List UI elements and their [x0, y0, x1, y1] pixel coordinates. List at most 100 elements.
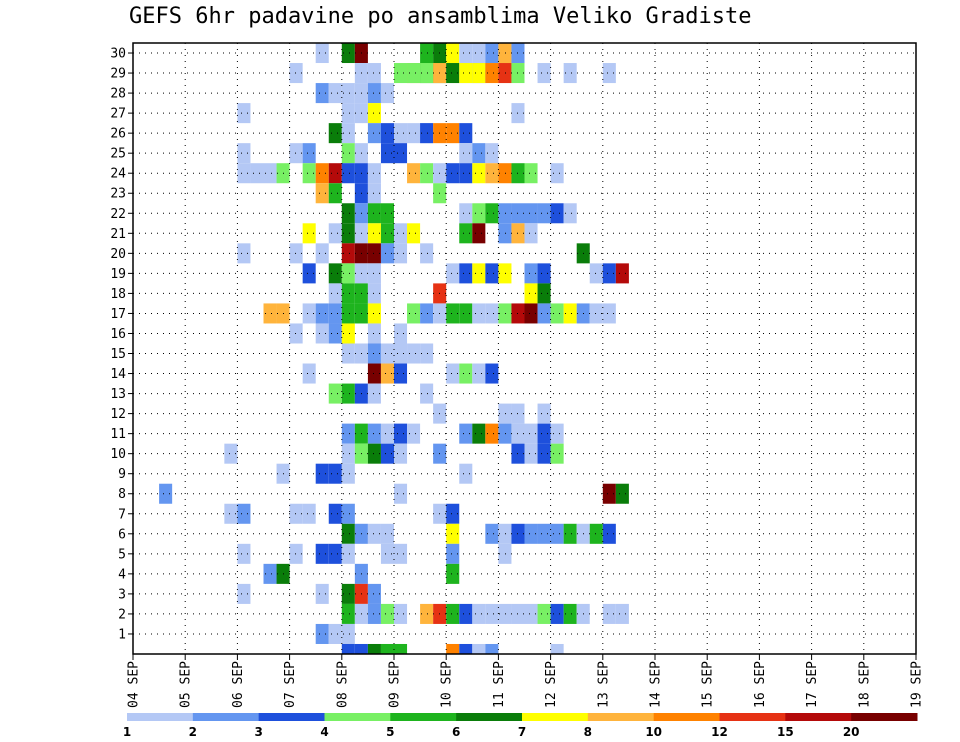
y-tick-label: 24: [110, 167, 126, 182]
heatmap-cell: [302, 303, 316, 324]
heatmap-cell: [237, 163, 251, 184]
heatmap-cell: [341, 343, 355, 364]
y-tick-label: 9: [118, 467, 126, 482]
heatmap-cell: [498, 163, 512, 184]
y-tick-label: 26: [110, 127, 126, 142]
heatmap-cell: [367, 443, 381, 464]
heatmap-cell: [537, 603, 551, 624]
heatmap-cell: [328, 503, 342, 524]
heatmap-cell: [367, 283, 381, 304]
heatmap-cell: [315, 583, 329, 604]
legend-label: 7: [518, 725, 526, 739]
heatmap-cell: [550, 423, 564, 444]
heatmap-cell: [367, 223, 381, 244]
heatmap-cell: [315, 183, 329, 204]
heatmap-cell: [446, 503, 460, 524]
heatmap-cell: [315, 243, 329, 264]
y-tick-label: 12: [110, 407, 126, 422]
heatmap-cell: [459, 363, 473, 384]
heatmap-cell: [498, 523, 512, 544]
heatmap-cell: [524, 263, 538, 284]
heatmap-cell: [367, 243, 381, 264]
heatmap-cell: [341, 283, 355, 304]
heatmap-cell: [537, 63, 551, 84]
heatmap-cell: [537, 423, 551, 444]
heatmap-cell: [524, 523, 538, 544]
heatmap-cell: [341, 523, 355, 544]
heatmap-cell: [315, 463, 329, 484]
heatmap-cell: [472, 203, 486, 224]
heatmap-cell: [394, 363, 408, 384]
y-tick-label: 8: [118, 487, 126, 502]
heatmap-cell: [446, 563, 460, 584]
heatmap-cell: [380, 343, 394, 364]
x-tick-label: 04 SEP: [127, 661, 142, 708]
heatmap-cell: [394, 323, 408, 344]
heatmap-cell: [367, 603, 381, 624]
heatmap-cell: [420, 343, 434, 364]
heatmap-cell: [537, 403, 551, 424]
heatmap-cell: [341, 223, 355, 244]
heatmap-cell: [407, 343, 421, 364]
heatmap-cell: [446, 123, 460, 144]
heatmap-cell: [498, 203, 512, 224]
heatmap-cell: [380, 423, 394, 444]
heatmap-cell: [237, 583, 251, 604]
heatmap-cell: [407, 163, 421, 184]
heatmap-cell: [341, 203, 355, 224]
heatmap-cell: [341, 263, 355, 284]
x-tick-label: 08 SEP: [335, 661, 350, 708]
heatmap-cell: [420, 43, 434, 64]
heatmap-cell: [550, 303, 564, 324]
heatmap-cell: [524, 223, 538, 244]
y-tick-label: 13: [110, 387, 126, 402]
legend-swatch: [785, 713, 852, 721]
heatmap-cell: [341, 463, 355, 484]
legend-swatch: [258, 713, 325, 721]
heatmap-cell: [602, 303, 616, 324]
y-tick-label: 1: [118, 627, 126, 642]
y-tick-label: 27: [110, 107, 126, 122]
heatmap-cell: [341, 123, 355, 144]
heatmap-cell: [315, 163, 329, 184]
heatmap-cell: [237, 143, 251, 164]
legend-swatch: [192, 713, 260, 721]
heatmap-cell: [420, 163, 434, 184]
heatmap-cell: [589, 523, 603, 544]
heatmap-cell: [289, 543, 303, 564]
heatmap-cell: [367, 123, 381, 144]
heatmap-cells: [159, 43, 629, 654]
y-tick-label: 23: [110, 187, 126, 202]
heatmap-cell: [380, 603, 394, 624]
heatmap-cell: [498, 303, 512, 324]
heatmap-cell: [341, 583, 355, 604]
heatmap-cell: [420, 603, 434, 624]
heatmap-cell: [498, 423, 512, 444]
x-tick-label: 15 SEP: [701, 661, 716, 708]
heatmap-cell: [367, 323, 381, 344]
heatmap-cell: [602, 263, 616, 284]
heatmap-cell: [472, 423, 486, 444]
heatmap-cell: [472, 263, 486, 284]
heatmap-cell: [380, 543, 394, 564]
heatmap-cell: [472, 163, 486, 184]
heatmap-cell: [563, 63, 577, 84]
y-tick-label: 16: [110, 327, 126, 342]
heatmap-cell: [459, 63, 473, 84]
heatmap-cell: [250, 163, 264, 184]
heatmap-cell: [394, 63, 408, 84]
heatmap-cell: [341, 243, 355, 264]
heatmap-cell: [315, 43, 329, 64]
heatmap-cell: [615, 603, 629, 624]
heatmap-cell: [615, 483, 629, 504]
heatmap-cell: [472, 303, 486, 324]
legend-label: 2: [189, 725, 197, 739]
y-tick-label: 29: [110, 67, 126, 82]
heatmap-cell: [472, 63, 486, 84]
heatmap-cell: [328, 123, 342, 144]
heatmap-cell: [407, 303, 421, 324]
heatmap-cell: [328, 183, 342, 204]
heatmap-cell: [472, 143, 486, 164]
heatmap-cell: [380, 123, 394, 144]
